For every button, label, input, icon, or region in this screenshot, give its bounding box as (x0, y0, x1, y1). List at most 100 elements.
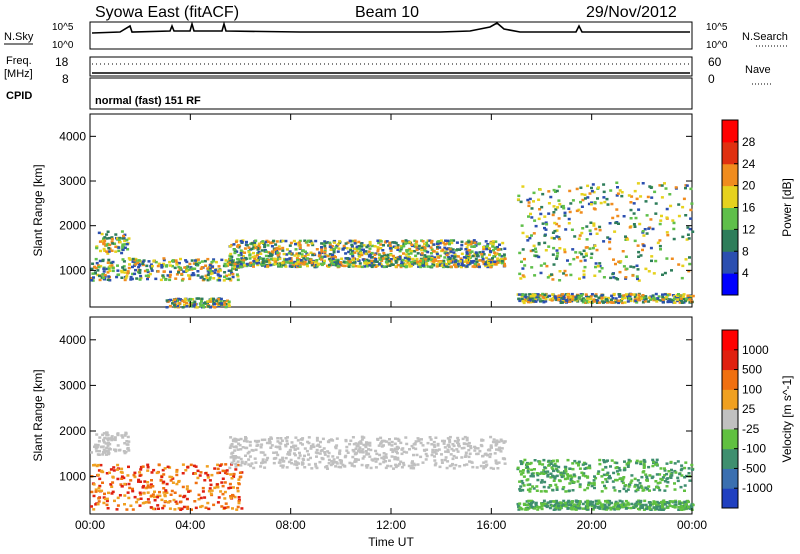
echo-cell (446, 252, 450, 255)
echo-cell (626, 295, 630, 298)
echo-cell (620, 503, 624, 507)
echo-cell (394, 463, 398, 467)
echo-cell (489, 241, 493, 245)
echo-cell (466, 261, 470, 264)
echo-cell (604, 486, 608, 490)
echo-cell (623, 460, 626, 463)
echo-cell (521, 300, 525, 303)
echo-cell (481, 439, 485, 442)
echo-cell (446, 444, 450, 447)
echo-cell (156, 494, 160, 497)
echo-cell (129, 479, 133, 482)
echo-cell (594, 262, 598, 265)
echo-cell (557, 199, 561, 202)
echo-cell (559, 506, 563, 510)
echo-cell (578, 500, 582, 503)
echo-cell (571, 248, 575, 251)
echo-cell (656, 503, 660, 506)
echo-cell (288, 257, 292, 260)
echo-cell (546, 501, 550, 504)
echo-cell (261, 257, 265, 261)
echo-cell (551, 293, 555, 296)
echo-cell (560, 295, 564, 298)
echo-cell (657, 508, 661, 511)
echo-cell (577, 464, 580, 467)
echo-cell (168, 264, 172, 267)
echo-cell (278, 445, 282, 448)
echo-cell (449, 259, 453, 263)
echo-cell (160, 498, 164, 502)
echo-cell (405, 256, 409, 259)
echo-cell (177, 479, 181, 483)
echo-cell (592, 506, 596, 509)
echo-cell (597, 470, 601, 473)
echo-cell (613, 461, 617, 464)
echo-cell (127, 496, 131, 500)
echo-cell (240, 507, 244, 510)
echo-cell (577, 237, 581, 240)
echo-cell (93, 272, 97, 275)
echo-cell (601, 301, 605, 304)
echo-cell (267, 258, 271, 262)
echo-cell (625, 236, 629, 240)
echo-cell (121, 266, 125, 269)
echo-cell (263, 466, 267, 469)
colorbar-tick-label: 20 (742, 179, 756, 193)
echo-cell (263, 453, 267, 457)
echo-cell (250, 247, 254, 251)
echo-cell (269, 263, 273, 267)
echo-cell (354, 447, 358, 450)
echo-cell (486, 259, 490, 262)
echo-cell (171, 264, 174, 268)
echo-cell (641, 503, 645, 507)
echo-cell (173, 300, 177, 303)
echo-cell (373, 253, 377, 257)
echo-cell (194, 259, 197, 262)
echo-cell (639, 504, 643, 507)
echo-cell (252, 263, 255, 266)
echo-cell (555, 486, 559, 489)
echo-cell (367, 448, 370, 451)
echo-cell (306, 264, 309, 268)
echo-cell (284, 437, 288, 440)
echo-cell (410, 444, 414, 448)
echo-cell (194, 465, 198, 468)
echo-cell (398, 257, 402, 260)
echo-cell (633, 298, 637, 301)
echo-cell (624, 507, 628, 510)
echo-cell (116, 477, 120, 481)
echo-cell (367, 250, 371, 253)
echo-cell (396, 248, 400, 251)
echo-cell (294, 262, 298, 265)
echo-cell (609, 276, 613, 280)
echo-cell (110, 249, 114, 252)
echo-cell (443, 439, 446, 443)
echo-cell (465, 246, 469, 249)
echo-cell (410, 243, 414, 246)
echo-cell (232, 472, 236, 476)
echo-cell (608, 474, 611, 478)
echo-cell (228, 257, 232, 260)
echo-cell (311, 243, 315, 247)
echo-cell (473, 265, 477, 269)
echo-cell (303, 239, 307, 242)
echo-cell (586, 506, 590, 509)
echo-cell (107, 258, 111, 262)
echo-cell (691, 230, 695, 233)
echo-cell (455, 456, 458, 459)
echo-cell (473, 264, 477, 267)
echo-cell (587, 295, 591, 299)
echo-cell (332, 259, 336, 262)
echo-cell (554, 464, 558, 468)
echo-cell (639, 460, 643, 463)
echo-cell (395, 451, 399, 455)
echo-cell (236, 278, 240, 282)
echo-cell (629, 293, 633, 296)
echo-cell (359, 442, 363, 445)
echo-cell (166, 274, 170, 277)
echo-cell (624, 235, 627, 238)
echo-cell (103, 249, 107, 252)
echo-cell (404, 259, 408, 263)
echo-cell (267, 439, 271, 442)
echo-cell (655, 463, 659, 466)
